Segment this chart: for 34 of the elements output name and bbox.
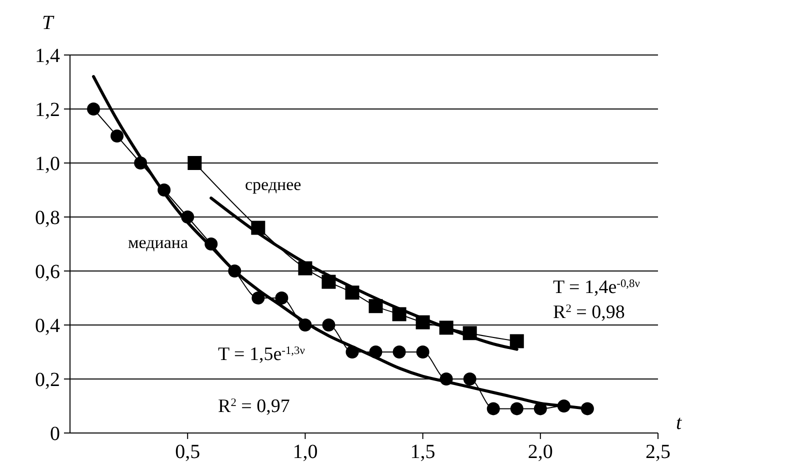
point xyxy=(416,346,430,358)
x-tick-label: 1,5 xyxy=(410,441,436,463)
point xyxy=(188,156,202,170)
annotation: R$^{2}$ = 0,98 xyxy=(553,302,625,323)
point xyxy=(110,130,124,142)
point xyxy=(510,402,524,416)
x-tick-label: 2,5 xyxy=(646,441,670,463)
y-tick-label: 0 xyxy=(50,423,60,445)
y-tick-label: 1,2 xyxy=(35,99,60,121)
point xyxy=(322,318,336,332)
point xyxy=(87,102,100,116)
point xyxy=(275,292,288,304)
x-axis-title: t xyxy=(676,412,682,434)
series-label: среднее xyxy=(245,175,302,194)
point xyxy=(368,299,383,314)
y-tick-label: 1,4 xyxy=(35,45,60,67)
y-tick-label: 0,6 xyxy=(35,261,60,283)
point xyxy=(252,292,265,304)
y-tick-label: 0,4 xyxy=(35,315,60,337)
point xyxy=(392,346,406,358)
annotation: T = 1,5e$^{-1,3ν}$ xyxy=(218,344,305,365)
x-tick-label: 1,0 xyxy=(292,441,318,463)
x-tick-label: 2,0 xyxy=(528,441,553,463)
y-axis-title: T xyxy=(42,12,55,34)
annotation: R$^{2}$ = 0,97 xyxy=(218,396,290,417)
point xyxy=(486,402,500,416)
y-tick-label: 1,0 xyxy=(35,153,60,175)
x-tick-label: 0,5 xyxy=(175,441,200,463)
series-label: медиана xyxy=(128,233,188,252)
y-tick-label: 0,8 xyxy=(35,207,60,229)
y-tick-label: 0,2 xyxy=(35,369,60,391)
annotation: T = 1,4e$^{-0,8ν}$ xyxy=(553,277,640,298)
point xyxy=(463,372,476,386)
point xyxy=(510,334,524,348)
